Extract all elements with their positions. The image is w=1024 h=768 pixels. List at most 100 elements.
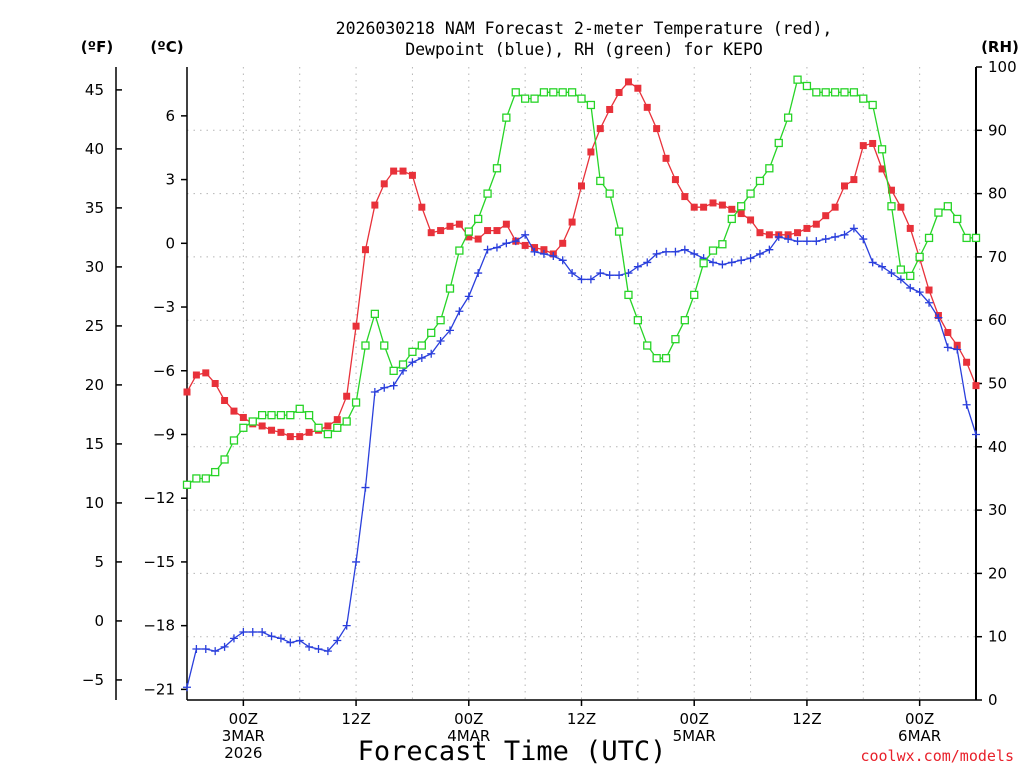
rh-point xyxy=(680,316,689,325)
fahrenheit-tick-label: 15 xyxy=(85,435,104,453)
rh-point xyxy=(182,480,192,489)
rh-point xyxy=(708,246,718,255)
temperature-point xyxy=(211,380,219,387)
temperature-point xyxy=(258,422,266,430)
temperature-point xyxy=(277,428,285,436)
fahrenheit-tick-label: 5 xyxy=(94,553,104,571)
dewpoint-point xyxy=(615,271,624,280)
fahrenheit-tick-label: 0 xyxy=(94,612,104,630)
rh-point xyxy=(765,164,774,173)
dewpoint-point xyxy=(718,260,727,269)
rh-point xyxy=(361,341,370,350)
temperature-point xyxy=(634,84,642,92)
dewpoint-point xyxy=(802,237,811,246)
rh-point xyxy=(380,341,389,350)
rh-point xyxy=(323,429,333,439)
series-dewpoint xyxy=(183,224,980,692)
temperature-point xyxy=(531,244,539,252)
dewpoint-point xyxy=(502,239,511,248)
rh-point xyxy=(605,189,614,198)
rh-point xyxy=(887,202,896,211)
temperature-point xyxy=(897,203,905,211)
dewpoint-point xyxy=(962,400,971,409)
rh-point xyxy=(596,176,605,186)
temperature-point xyxy=(380,180,388,188)
rh-point xyxy=(549,88,558,97)
temperature-point xyxy=(765,231,773,239)
data-series xyxy=(182,75,981,692)
rh-point xyxy=(408,347,417,357)
rh-point xyxy=(248,417,257,426)
dewpoint-point xyxy=(896,275,905,284)
dewpoint-point xyxy=(267,632,276,641)
x-tick-label: 4MAR xyxy=(447,727,490,745)
x-tick-label: 12Z xyxy=(341,710,370,728)
grid-lines xyxy=(187,67,976,700)
temperature-point xyxy=(399,167,407,175)
rh-tick-label: 20 xyxy=(988,564,1007,582)
rh-point xyxy=(614,227,624,236)
temperature-point xyxy=(221,396,229,404)
rh-point xyxy=(924,233,934,243)
rh-point xyxy=(333,423,342,432)
rh-point xyxy=(802,81,812,91)
dewpoint-point xyxy=(586,275,595,284)
temperature-point xyxy=(521,241,529,249)
rh-point xyxy=(192,474,201,483)
rh-point xyxy=(643,341,652,350)
dewpoint-point xyxy=(793,237,802,246)
dewpoint-point xyxy=(953,345,962,354)
temperature-point xyxy=(418,203,426,211)
temperature-point xyxy=(286,433,294,441)
rh-point xyxy=(417,341,426,350)
temperature-point xyxy=(606,105,614,113)
dewpoint-point xyxy=(878,262,887,271)
temperature-point xyxy=(784,231,792,239)
temperature-point xyxy=(352,322,360,330)
dewpoint-point xyxy=(840,230,849,239)
fahrenheit-tick-label: 35 xyxy=(85,199,104,217)
rh-point xyxy=(953,214,962,224)
temperature-point xyxy=(324,422,332,430)
rh-point xyxy=(567,88,577,97)
temperature-point xyxy=(850,176,858,184)
temperature-point xyxy=(493,227,501,235)
temperature-point xyxy=(361,246,369,254)
celsius-tick-label: −3 xyxy=(153,298,175,316)
dewpoint-point xyxy=(605,271,614,280)
rh-point xyxy=(577,94,586,103)
rh-point xyxy=(849,88,859,97)
rh-point xyxy=(398,360,408,369)
temperature-point xyxy=(925,286,933,294)
temperature-point xyxy=(268,426,276,434)
temperature-point xyxy=(484,227,492,235)
rh-point xyxy=(201,474,210,483)
dewpoint-point xyxy=(248,628,257,637)
rh-point xyxy=(342,417,351,426)
rh-point xyxy=(962,233,971,243)
rh-point xyxy=(520,94,530,103)
tick-labels: 630−3−6−9−12−15−18−21454035302520151050−… xyxy=(82,58,1017,762)
x-tick-label: 6MAR xyxy=(898,727,941,745)
celsius-tick-label: −18 xyxy=(143,617,175,635)
temperature-point xyxy=(747,216,755,224)
x-tick-label: 12Z xyxy=(792,710,821,728)
rh-point xyxy=(896,265,906,274)
dewpoint-point xyxy=(680,245,689,254)
dewpoint-point xyxy=(596,269,605,278)
rh-point xyxy=(276,410,286,420)
temperature-point xyxy=(239,413,247,421)
temperature-point xyxy=(296,433,304,441)
temperature-point xyxy=(841,182,848,190)
temperature-point xyxy=(474,235,482,243)
dewpoint-point xyxy=(201,645,210,654)
chart-title-line-1: 2026030218 NAM Forecast 2-meter Temperat… xyxy=(336,19,833,38)
celsius-tick-label: −12 xyxy=(143,489,175,507)
dewpoint-point xyxy=(229,634,238,643)
dewpoint-point xyxy=(530,247,539,256)
axes xyxy=(115,66,982,706)
rh-unit-label: (RH) xyxy=(981,38,1019,56)
dewpoint-point xyxy=(755,249,764,258)
rh-point xyxy=(812,88,821,97)
dewpoint-point xyxy=(831,232,840,241)
